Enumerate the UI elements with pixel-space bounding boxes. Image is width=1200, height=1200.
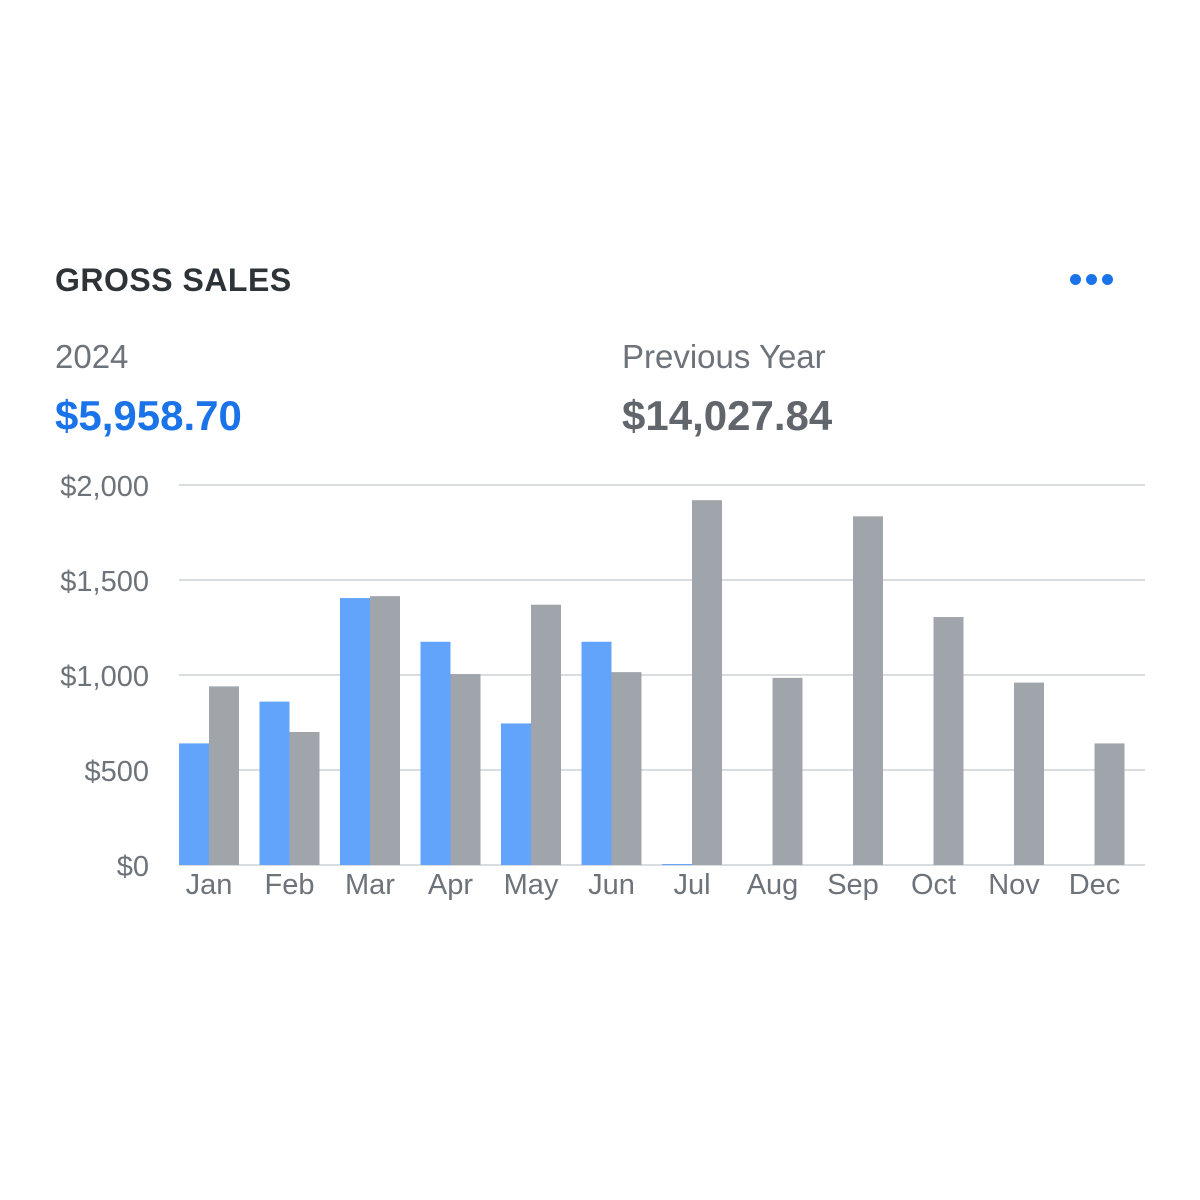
- x-tick-label: Nov: [988, 869, 1040, 901]
- bar-previous-year: [289, 732, 320, 865]
- bar-previous-year: [772, 677, 803, 865]
- x-tick-label: Sep: [827, 869, 879, 901]
- x-tick-label: Mar: [345, 869, 395, 901]
- bar-previous-year: [1014, 682, 1044, 865]
- bar-2024: [340, 598, 370, 865]
- x-tick-label: Jun: [588, 869, 635, 901]
- more-options-icon[interactable]: [1064, 264, 1118, 294]
- bar-2024: [662, 864, 692, 866]
- more-dot: [1085, 273, 1097, 285]
- current-year-total: $5,958.70: [55, 392, 242, 439]
- bar-previous-year: [692, 500, 722, 865]
- y-tick-label: $1,000: [60, 661, 149, 693]
- x-tick-label: May: [504, 869, 559, 901]
- bar-2024: [581, 641, 612, 865]
- bar-2024: [420, 641, 451, 865]
- bar-previous-year: [370, 596, 400, 865]
- bar-previous-year: [853, 516, 883, 865]
- current-year-label: 2024: [55, 338, 129, 375]
- previous-year-total: $14,027.84: [622, 392, 833, 439]
- previous-year-label: Previous Year: [622, 338, 826, 375]
- x-tick-label: Dec: [1069, 869, 1121, 901]
- y-tick-label: $500: [84, 756, 149, 788]
- y-tick-label: $0: [117, 851, 149, 883]
- bar-2024: [259, 701, 290, 865]
- bar-2024: [179, 743, 209, 865]
- x-tick-label: Apr: [428, 869, 473, 901]
- more-dot: [1069, 273, 1081, 285]
- y-tick-label: $1,500: [60, 566, 149, 598]
- bar-previous-year: [209, 686, 239, 865]
- x-tick-label: Jul: [673, 869, 710, 901]
- bar-previous-year: [531, 604, 561, 865]
- bar-previous-year: [611, 672, 642, 865]
- bar-2024: [501, 723, 531, 865]
- bar-previous-year: [450, 674, 481, 865]
- bar-previous-year: [1094, 743, 1125, 865]
- x-tick-label: Oct: [911, 869, 956, 901]
- card-title: GROSS SALES: [55, 262, 292, 298]
- x-tick-label: Feb: [265, 869, 315, 901]
- x-tick-label: Jan: [186, 869, 233, 901]
- bar-previous-year: [933, 617, 964, 865]
- x-tick-label: Aug: [747, 869, 799, 901]
- y-tick-label: $2,000: [60, 471, 149, 503]
- more-dot: [1101, 273, 1113, 285]
